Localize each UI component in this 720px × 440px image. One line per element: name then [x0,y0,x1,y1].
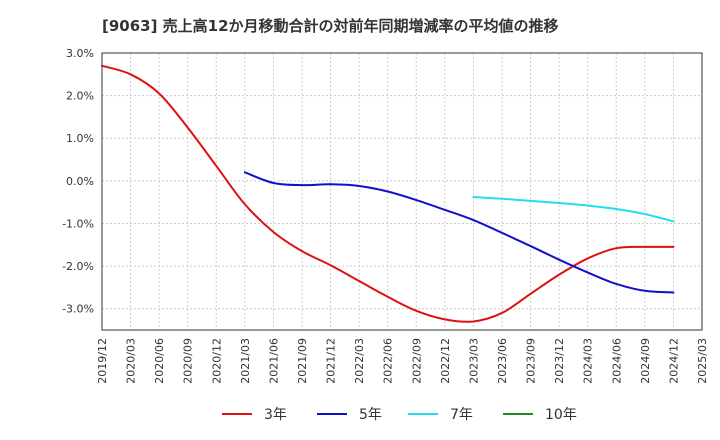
y-tick-label: 1.0% [66,132,94,145]
y-tick-label: -1.0% [62,217,94,230]
x-tick-label: 2020/09 [182,338,195,384]
y-tick-label: 3.0% [66,47,94,60]
x-tick-label: 2022/03 [353,338,366,384]
x-tick-label: 2023/06 [496,338,509,384]
x-tick-label: 2020/03 [125,338,138,384]
x-tick-label: 2020/12 [210,338,223,384]
x-tick-label: 2023/12 [553,338,566,384]
y-tick-label: 2.0% [66,90,94,103]
x-tick-label: 2024/12 [667,338,680,384]
series-lines [101,64,675,323]
series-line-0 [101,64,675,323]
x-tick-label: 2025/03 [696,338,709,384]
x-tick-label: 2019/12 [96,338,109,384]
plot-frame [101,52,703,331]
x-tick-label: 2021/06 [267,338,280,384]
legend-label-0: 3年 [264,407,287,423]
x-tick-label: 2021/09 [296,338,309,384]
series-line-1 [243,171,675,294]
legend-label-1: 5年 [359,407,382,423]
y-tick-label: -2.0% [62,260,94,273]
x-tick-label: 2020/06 [153,338,166,384]
y-tick-label: 0.0% [66,175,94,188]
gridlines [101,52,703,330]
y-axis-ticks: 3.0% 2.0% 1.0% 0.0% -1.0% -2.0% -3.0% [62,47,94,316]
x-tick-label: 2022/12 [439,338,452,384]
y-tick-label: -3.0% [62,303,94,316]
legend: 3年 5年 7年 10年 [222,407,577,423]
legend-label-3: 10年 [545,407,577,423]
x-tick-label: 2024/06 [610,338,623,384]
x-tick-label: 2022/06 [382,338,395,384]
x-tick-label: 2024/09 [639,338,652,384]
chart-title: [9063] 売上高12か月移動合計の対前年同期増減率の平均値の推移 [102,17,559,35]
legend-label-2: 7年 [450,407,473,423]
series-line-2 [472,196,675,223]
x-tick-label: 2021/12 [325,338,338,384]
x-tick-label: 2023/03 [467,338,480,384]
x-tick-label: 2022/09 [410,338,423,384]
x-tick-label: 2021/03 [239,338,252,384]
x-tick-label: 2024/03 [582,338,595,384]
x-tick-label: 2023/09 [525,338,538,384]
x-axis-ticks: 2019/12 2020/03 2020/06 2020/09 2020/12 2021/… [96,338,709,384]
